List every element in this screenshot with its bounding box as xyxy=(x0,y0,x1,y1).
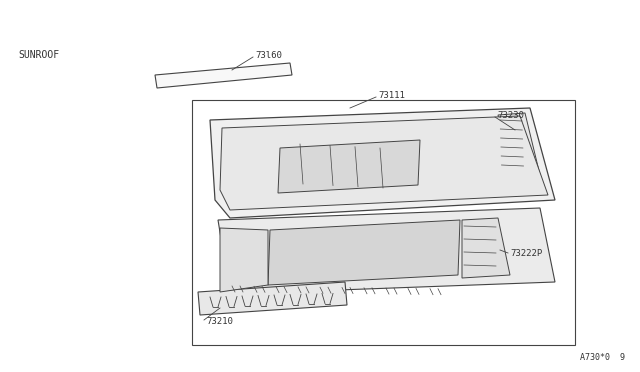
Text: 73222P: 73222P xyxy=(510,248,542,257)
Text: 73l60: 73l60 xyxy=(255,51,282,60)
Polygon shape xyxy=(198,282,347,315)
Text: 73230: 73230 xyxy=(497,110,524,119)
Text: 73111: 73111 xyxy=(378,92,405,100)
Polygon shape xyxy=(220,116,548,210)
Polygon shape xyxy=(220,228,268,292)
Polygon shape xyxy=(218,208,555,294)
Polygon shape xyxy=(268,220,460,285)
Polygon shape xyxy=(462,218,510,278)
Polygon shape xyxy=(155,63,292,88)
Polygon shape xyxy=(278,140,420,193)
Bar xyxy=(192,100,575,345)
Polygon shape xyxy=(210,108,555,218)
Text: A730*0  9: A730*0 9 xyxy=(580,353,625,362)
Text: 73210: 73210 xyxy=(206,317,233,327)
Text: SUNROOF: SUNROOF xyxy=(18,50,59,60)
Polygon shape xyxy=(498,113,540,177)
